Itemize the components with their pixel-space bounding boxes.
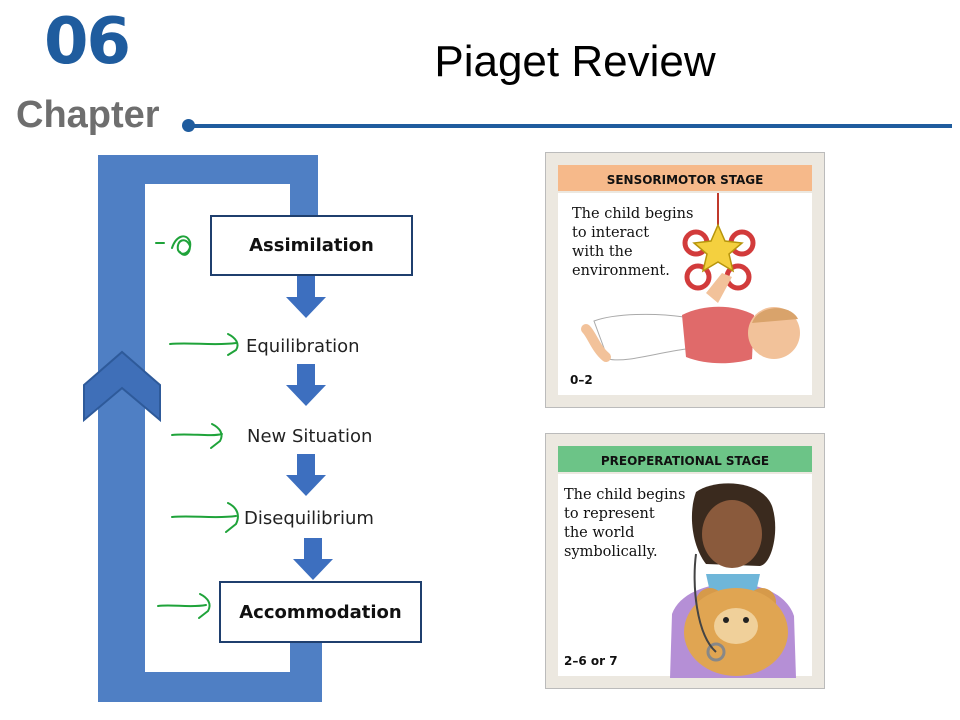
handwritten-arrow [171, 502, 239, 533]
stage-description: The child begins to interact with the en… [572, 206, 694, 279]
down-arrow-icon [293, 538, 333, 580]
age-range: 2–6 or 7 [564, 654, 618, 668]
down-arrow-icon [286, 454, 326, 496]
child-with-bear-illustration [670, 483, 796, 678]
stage-description: The child begins to represent the world … [564, 487, 686, 560]
cycle-loop [98, 155, 322, 702]
down-arrow-icon [286, 364, 326, 406]
disequilibrium-label: Disequilibrium [244, 508, 374, 529]
card-panel [558, 193, 812, 395]
accommodation-label: Accommodation [239, 601, 402, 623]
handwritten-arrow [171, 423, 223, 449]
divider-dot [182, 119, 195, 132]
accommodation-box: Accommodation [219, 581, 422, 643]
title-divider [188, 124, 952, 128]
down-arrow-icon [286, 276, 326, 318]
card-header-bar [558, 446, 812, 472]
stage-heading: SENSORIMOTOR STAGE [606, 173, 764, 187]
handwritten-scribble [171, 235, 192, 256]
equilibration-label: Equilibration [246, 336, 360, 357]
assimilation-label: Assimilation [249, 235, 374, 256]
new-situation-label: New Situation [247, 426, 373, 447]
chapter-label: Chapter [16, 94, 160, 136]
sensorimotor-card: SENSORIMOTOR STAGE The child begins to i… [545, 152, 825, 408]
baby-illustration [581, 193, 800, 364]
preoperational-card: PREOPERATIONAL STAGE The child begins to… [545, 433, 825, 689]
handwritten-arrow [169, 333, 239, 356]
stage-heading: PREOPERATIONAL STAGE [600, 454, 770, 468]
card-header-bar [558, 165, 812, 191]
chapter-number: 06 [44, 5, 131, 79]
handwritten-arrow [157, 593, 211, 619]
slide-title: Piaget Review [434, 37, 716, 86]
assimilation-box: Assimilation [210, 215, 413, 276]
age-range: 0–2 [570, 373, 593, 387]
up-chevron-icon [83, 350, 161, 423]
